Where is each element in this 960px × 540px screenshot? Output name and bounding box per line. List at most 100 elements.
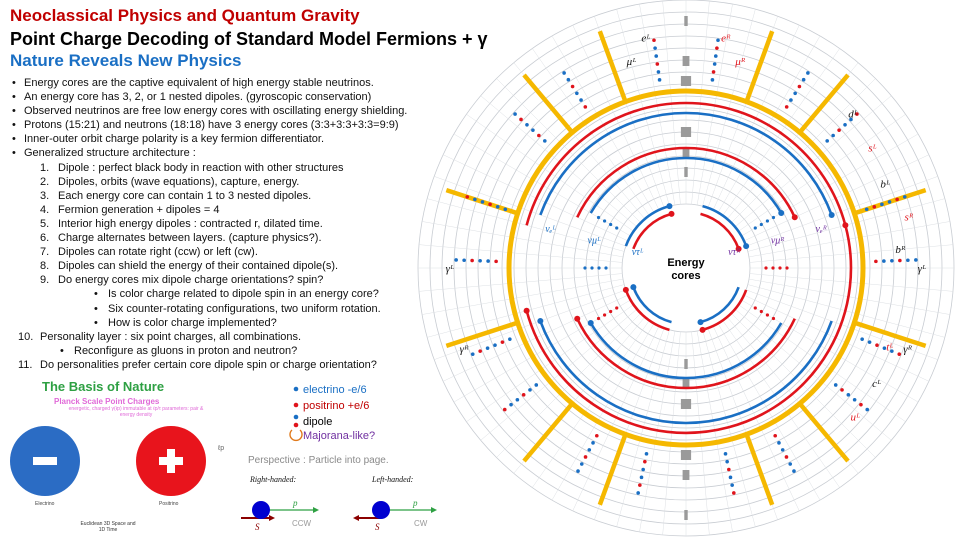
point-charge-dot — [465, 195, 470, 199]
dipole-arc — [700, 286, 740, 324]
dipole-arrowhead — [666, 203, 673, 210]
point-charge-dot — [715, 46, 719, 50]
neutrino-dot — [615, 306, 619, 310]
neutrino-dot — [765, 219, 770, 223]
grid-spoke — [418, 244, 623, 263]
space-time-caption: Euclidean 3D Space and 1D Time — [80, 521, 136, 533]
point-charge-dot — [502, 407, 507, 412]
dipole-arc — [589, 322, 783, 380]
point-charge-dot — [784, 455, 789, 459]
neutrino-dot — [764, 266, 768, 270]
point-charge-dot — [562, 71, 566, 75]
handedness-diagram: p S p S — [241, 498, 437, 532]
point-charge-dot — [895, 197, 899, 202]
point-charge-dot — [723, 452, 728, 456]
point-charge-dot — [840, 388, 844, 392]
dipole-arrowhead — [699, 326, 706, 333]
sub-bullet: Reconfigure as gluons in proton and neut… — [10, 344, 440, 358]
point-charge-dot — [500, 340, 505, 344]
cw-label: CW — [414, 519, 428, 528]
dipole-arrowhead — [622, 286, 629, 293]
fermion-label: sᴿ — [904, 212, 913, 224]
majorana-rotation-icon — [289, 429, 303, 442]
point-charge-dot — [473, 197, 477, 202]
neutrino-label: ντᴿ — [728, 247, 740, 258]
bullet-item: Energy cores are the captive equivalent … — [10, 76, 440, 90]
neutrino-dot — [604, 266, 608, 270]
photon-label: γᴿ — [903, 344, 912, 356]
neutrino-dot — [771, 316, 776, 321]
wheel: eᴸ eᴿ μᴸ μᴿ dᴸ sᴸ bᴸ sᴿ bᴿ tᴸ cᴸ uᴸ γᴸ γᴸ γᴿ γᴿ νₑᴸ νₑᴿ νμ… — [417, 0, 955, 537]
gold-divider — [798, 402, 850, 463]
gold-divider — [522, 402, 574, 463]
point-charge-dot — [880, 202, 884, 207]
point-charge-dot — [534, 383, 539, 387]
gold-divider — [597, 30, 628, 103]
generation-marker — [680, 450, 692, 460]
point-charge-dot — [727, 467, 731, 472]
s-label: S — [375, 522, 380, 532]
point-charge-dot — [494, 259, 498, 264]
electrino-caption: Electrino — [35, 501, 55, 507]
neutrino-label: ντᴸ — [632, 247, 644, 258]
point-charge-dot — [777, 441, 781, 445]
generation-marker — [680, 399, 692, 409]
sub-bullet: Six counter-rotating configurations, two… — [10, 302, 440, 316]
grid-spoke — [427, 198, 625, 252]
bullet-item: An energy core has 3, 2, or 1 nested dip… — [10, 90, 440, 104]
point-charge-dot — [643, 459, 647, 464]
generation-marker — [682, 379, 690, 389]
point-charge-dot — [508, 337, 512, 341]
point-charge-dot — [470, 258, 474, 263]
point-charge-dot — [906, 258, 910, 263]
generation-marker — [684, 510, 688, 520]
numbered-item: 11. Do personalities prefer certain core … — [18, 358, 377, 371]
neutrino-dot — [753, 226, 757, 230]
electrino-disk — [10, 426, 80, 496]
dipole-arc — [702, 204, 748, 247]
point-charge-dot — [537, 133, 541, 138]
dipole-arrowhead — [668, 210, 675, 217]
gold-divider — [597, 433, 628, 506]
generation-marker — [682, 147, 690, 157]
gold-divider — [798, 73, 850, 134]
point-charge-dot — [485, 346, 490, 350]
numbered-item: 7. Dipoles can rotate right (ccw) or left… — [40, 246, 258, 259]
numbered-item: 9. Do energy cores mix dipole charge orie… — [40, 274, 324, 287]
point-charge-dot — [579, 98, 583, 102]
numbered-item: 2. Dipoles, orbits (wave equations), capt… — [40, 175, 300, 188]
numbered-item: 6. Charge alternates between layers. (cap… — [40, 232, 322, 245]
point-charge-dot — [656, 70, 661, 74]
dipole-arrowhead — [828, 211, 835, 218]
neutrino-label: νμᴿ — [771, 235, 785, 246]
point-charge-dot — [898, 258, 902, 263]
dipole-arc — [525, 101, 847, 226]
point-charge-dot — [860, 337, 864, 341]
neutrino-dot — [596, 215, 601, 220]
legend-electrino: electrino -e/6 — [303, 384, 367, 396]
neutrino-label: νₑᴿ — [816, 224, 827, 235]
legend-positrino: positrino +e/6 — [303, 400, 370, 412]
photon-label: γᴿ — [460, 344, 469, 356]
point-charge-dot — [595, 433, 599, 438]
numbered-item: 1. Dipole : perfect black body in reactio… — [40, 161, 344, 174]
right-handed-label: Right-handed: — [250, 475, 297, 484]
point-charge-dot — [519, 117, 523, 122]
fermion-label: dᴸ — [848, 108, 858, 120]
point-charge-dot — [825, 139, 829, 143]
point-charge-dot — [655, 62, 660, 66]
generation-marker — [682, 470, 690, 480]
neutrino-dot — [609, 222, 613, 227]
left-handed-label: Left-handed: — [372, 475, 414, 484]
bullet-item: Observed neutrinos are free low energy c… — [10, 104, 440, 118]
point-charge-dot — [478, 259, 482, 263]
point-charge-dot — [852, 397, 857, 402]
neutrino-dot — [759, 309, 763, 314]
dipole-arc — [589, 156, 783, 214]
fermion-label: tᴸ — [886, 341, 893, 353]
dipole-arrowhead — [587, 320, 594, 326]
photon-label: γᴸ — [918, 263, 927, 275]
point-charge-dot — [509, 402, 513, 407]
dipole-arc — [632, 212, 672, 250]
